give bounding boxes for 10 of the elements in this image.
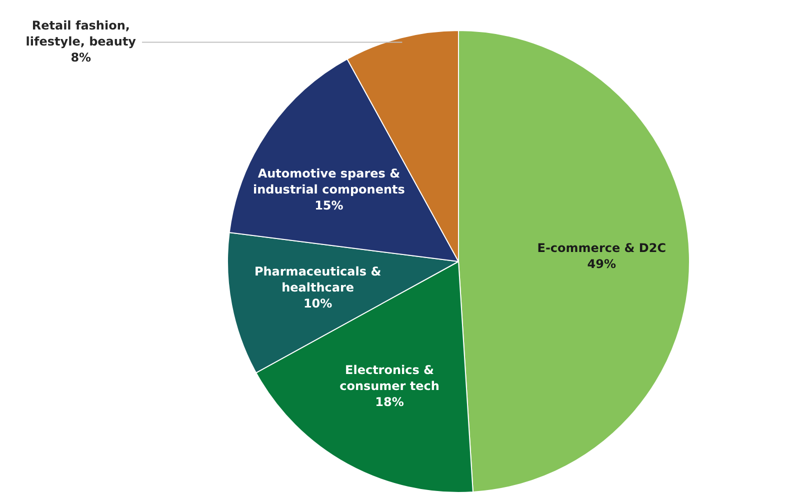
slice-label: Automotive spares & industrial components bbox=[253, 166, 405, 196]
slice-label: E-commerce & D2C bbox=[537, 241, 666, 256]
data-label: 8% bbox=[70, 50, 92, 64]
data-label: 49% bbox=[587, 257, 616, 272]
slice-label: Electronics & consumer tech bbox=[340, 363, 440, 394]
slice-label: Retail fashion, lifestyle, beauty bbox=[26, 18, 136, 48]
data-label: 15% bbox=[314, 198, 344, 212]
slice-label: Pharmaceuticals & healthcare bbox=[254, 264, 382, 294]
data-label: 18% bbox=[375, 395, 404, 410]
data-label: 10% bbox=[303, 296, 332, 310]
